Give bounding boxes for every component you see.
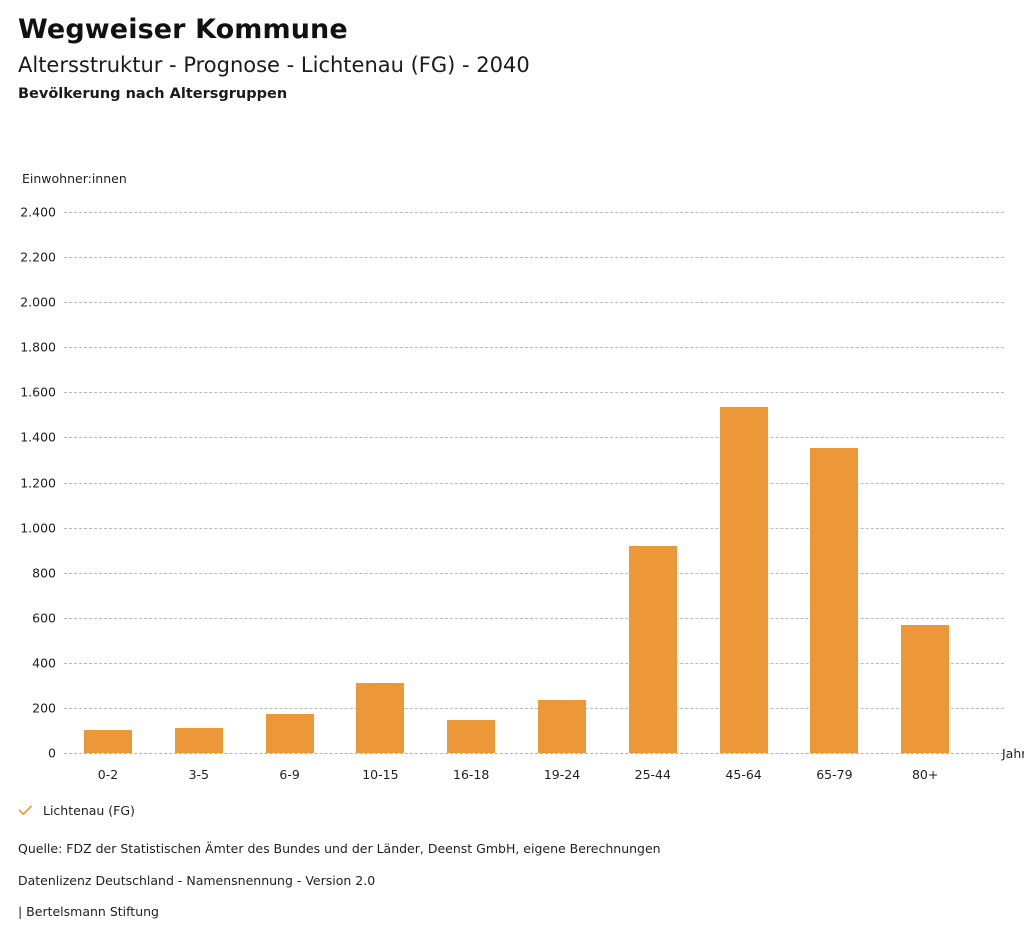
y-axis-tick-label: 1.400 bbox=[20, 429, 56, 445]
x-axis-tick-label: 16-18 bbox=[453, 767, 490, 782]
bar-80+[interactable] bbox=[901, 624, 950, 753]
gridline bbox=[64, 392, 1004, 394]
bar-3-5[interactable] bbox=[174, 728, 223, 753]
x-axis-tick-label: 10-15 bbox=[362, 767, 399, 782]
check-icon bbox=[18, 803, 33, 818]
bar-0-2[interactable] bbox=[84, 730, 132, 753]
plot-area: 0 200 400 600 800 1.000 1.200 1.400 1.600 1.800 2.… bbox=[0, 196, 1024, 796]
y-axis-tick-label: 200 bbox=[32, 700, 56, 716]
footer-publisher: | Bertelsmann Stiftung bbox=[18, 904, 159, 919]
gridline bbox=[64, 347, 1004, 349]
y-axis-tick-label: 1.600 bbox=[20, 384, 56, 400]
x-axis-tick-label: 80+ bbox=[911, 767, 939, 782]
page-title: Wegweiser Kommune bbox=[18, 14, 348, 45]
bar-6-9[interactable] bbox=[265, 713, 314, 753]
gridline bbox=[64, 662, 1004, 664]
gridline bbox=[64, 617, 1004, 619]
chart-footer: Quelle: FDZ der Statistischen Ämter des … bbox=[18, 841, 998, 919]
bar-19-24[interactable] bbox=[538, 699, 586, 753]
gridline bbox=[64, 302, 1004, 304]
y-axis-tick-label: 1.200 bbox=[20, 475, 56, 490]
gridline bbox=[64, 212, 1004, 213]
chart-sub-subtitle: Bevölkerung nach Altersgruppen bbox=[18, 86, 288, 103]
y-axis-tick-label: 800 bbox=[32, 565, 56, 581]
y-axis-tick-label: 0 bbox=[48, 745, 56, 761]
gridline bbox=[64, 753, 1004, 754]
x-axis-tick-label: 25-44 bbox=[634, 767, 671, 782]
x-axis-title: Jahre bbox=[1002, 746, 1024, 761]
y-axis-tick-label: 1.800 bbox=[20, 339, 56, 355]
chart-subtitle: Altersstruktur - Prognose - Lichtenau (F… bbox=[18, 53, 530, 78]
gridline bbox=[64, 482, 1004, 484]
footer-license: Datenlizenz Deutschland - Namensnennung … bbox=[18, 872, 376, 888]
x-axis-tick-label: 3-5 bbox=[188, 767, 209, 782]
gridline bbox=[64, 437, 1004, 439]
x-axis-tick-label: 6-9 bbox=[279, 767, 300, 782]
bar-10-15[interactable] bbox=[356, 683, 405, 753]
gridline bbox=[64, 257, 1004, 259]
gridline bbox=[64, 707, 1004, 709]
chart-header: Wegweiser Kommune Altersstruktur - Progn… bbox=[18, 14, 978, 104]
gridline bbox=[64, 572, 1004, 574]
bar-25-44[interactable] bbox=[628, 545, 677, 753]
y-axis-tick-label: 2.200 bbox=[20, 249, 56, 265]
x-axis-tick-label: 19-24 bbox=[543, 767, 581, 782]
footer-source: Quelle: FDZ der Statistischen Ämter des … bbox=[18, 841, 661, 856]
y-axis-tick-label: 400 bbox=[32, 655, 56, 671]
gridline bbox=[64, 527, 1004, 529]
legend-item-label: Lichtenau (FG) bbox=[43, 803, 135, 818]
x-axis-tick-label: 65-79 bbox=[816, 767, 853, 782]
y-axis-title: Einwohner:innen bbox=[22, 171, 127, 186]
y-axis-tick-label: 2.400 bbox=[20, 204, 56, 220]
bars-group bbox=[0, 196, 1024, 753]
x-axis-tick-label: 0-2 bbox=[97, 767, 119, 782]
y-axis-tick-label: 600 bbox=[32, 610, 56, 626]
bar-45-64[interactable] bbox=[719, 407, 768, 753]
bar-16-18[interactable] bbox=[447, 719, 496, 753]
chart-legend[interactable]: Lichtenau (FG) bbox=[18, 803, 135, 818]
bar-65-79[interactable] bbox=[810, 448, 859, 753]
y-axis-tick-label: 1.000 bbox=[20, 520, 56, 536]
y-axis-tick-label: 2.000 bbox=[20, 294, 56, 310]
x-axis-tick-label: 45-64 bbox=[725, 767, 762, 782]
